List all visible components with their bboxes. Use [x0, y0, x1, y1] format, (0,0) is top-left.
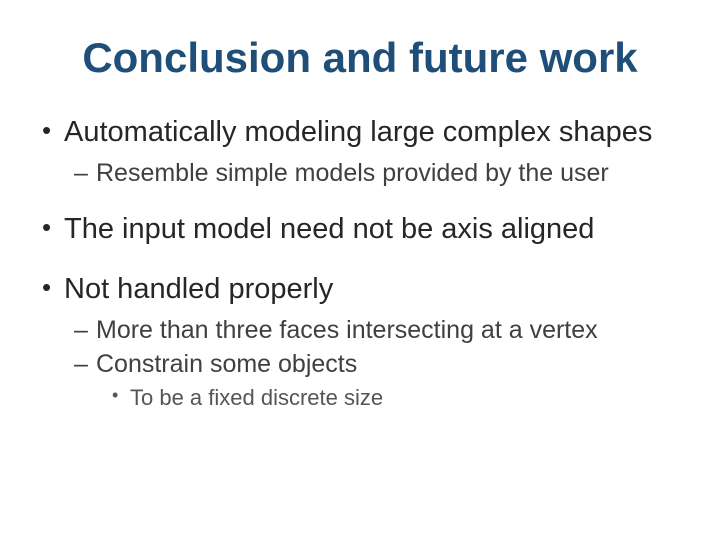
list-item: More than three faces intersecting at a …: [74, 314, 680, 346]
bullet-text: The input model need not be axis aligned: [64, 213, 594, 245]
list-item: To be a fixed discrete size: [112, 384, 680, 412]
bullet-text: Automatically modeling large complex sha…: [64, 116, 652, 148]
list-item: Constrain some objects To be a fixed dis…: [74, 348, 680, 412]
list-item: Not handled properly More than three fac…: [40, 271, 680, 412]
bullet-text: More than three faces intersecting at a …: [96, 316, 598, 344]
list-item: Automatically modeling large complex sha…: [40, 114, 680, 189]
bullet-list-level2: Resemble simple models provided by the u…: [74, 157, 680, 189]
slide-title: Conclusion and future work: [40, 34, 680, 82]
bullet-text: Not handled properly: [64, 273, 333, 305]
slide: Conclusion and future work Automatically…: [0, 0, 720, 540]
list-item: Resemble simple models provided by the u…: [74, 157, 680, 189]
bullet-list-level1: Automatically modeling large complex sha…: [40, 114, 680, 411]
bullet-text: Resemble simple models provided by the u…: [96, 159, 609, 187]
bullet-text: Constrain some objects: [96, 350, 357, 378]
bullet-text: To be a fixed discrete size: [130, 385, 383, 410]
list-item: The input model need not be axis aligned: [40, 211, 680, 248]
bullet-list-level2: More than three faces intersecting at a …: [74, 314, 680, 412]
bullet-list-level3: To be a fixed discrete size: [112, 384, 680, 412]
